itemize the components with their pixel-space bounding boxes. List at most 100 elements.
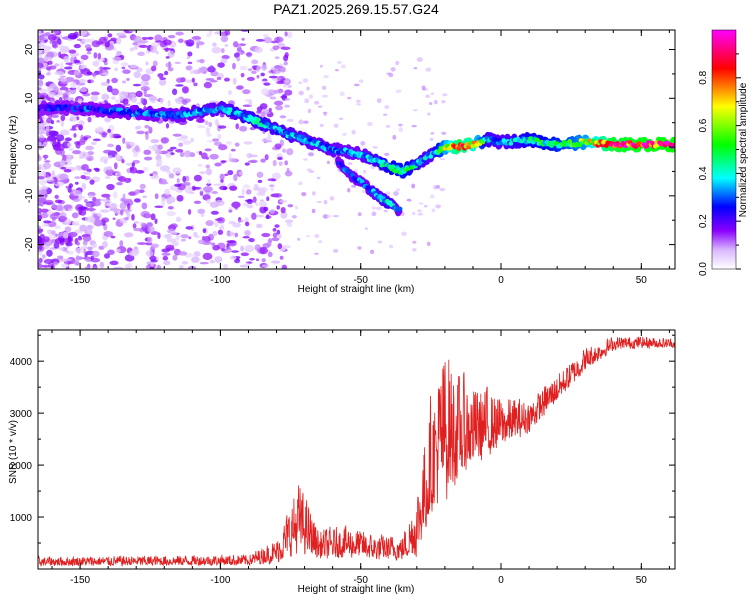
noise-blob [232,62,236,70]
noise-blob [43,236,50,243]
noise-blob [258,201,268,208]
noise-blob [181,99,188,105]
noise-blob [145,61,149,66]
ridge-core [319,141,324,146]
noise-blob [46,229,53,235]
noise-blob [124,232,134,238]
noise-blob [241,37,245,41]
noise-blob [245,98,250,103]
colorbar-tick-label: 0.4 [698,166,709,180]
noise-blob [364,227,368,230]
noise-blob [38,250,43,256]
noise-blob [96,198,101,202]
noise-blob [88,194,94,199]
noise-blob [92,60,100,67]
noise-blob [116,50,122,56]
noise-blob [372,146,378,149]
noise-blob [273,193,283,198]
noise-blob [249,257,255,261]
noise-blob [274,56,280,60]
noise-blob [285,219,294,224]
noise-blob [244,230,251,237]
noise-blob [412,211,416,216]
noise-blob [398,123,403,127]
noise-blob [439,157,446,161]
noise-blob [162,255,169,261]
noise-blob [71,212,79,219]
noise-blob [163,70,169,76]
noise-blob [169,231,178,236]
noise-blob [85,202,92,208]
noise-blob [375,206,382,211]
noise-blob [80,245,88,250]
noise-blob [179,151,185,158]
noise-blob [154,193,159,200]
noise-blob [326,160,330,165]
noise-blob [273,100,284,106]
noise-blob [122,98,129,105]
noise-blob [322,214,329,219]
noise-blob [92,213,98,218]
noise-blob [221,54,230,60]
noise-blob [213,141,223,146]
noise-blob [284,170,293,177]
noise-blob [141,202,148,210]
noise-blob [235,257,240,261]
noise-blob [73,260,79,266]
noise-blob [395,188,401,192]
noise-blob [316,176,321,180]
noise-blob [43,62,48,68]
noise-blob [190,137,194,143]
noise-blob [326,214,332,218]
noise-blob [147,36,154,40]
noise-blob [188,236,192,240]
noise-blob [311,208,316,214]
noise-blob [160,137,170,144]
noise-blob [59,97,63,102]
noise-blob [112,191,118,199]
noise-blob [206,183,212,186]
noise-blob [45,32,51,36]
noise-blob [41,224,50,227]
noise-blob [316,200,322,204]
noise-blob [64,137,72,142]
noise-blob [114,135,122,139]
noise-blob [209,65,214,70]
noise-blob [423,204,428,208]
noise-blob [143,156,153,161]
noise-blob [205,168,213,176]
ridge-core [650,140,655,146]
noise-blob [91,242,98,249]
noise-blob [207,178,211,185]
noise-blob [81,183,87,190]
noise-blob [302,78,309,83]
noise-blob [203,186,213,193]
noise-blob [110,235,116,239]
noise-blob [234,52,240,58]
snr-x-label: Height of straight line (km) [298,584,415,595]
noise-blob [260,158,266,163]
noise-blob [307,108,312,114]
noise-blob [156,264,162,269]
noise-blob [237,195,245,199]
noise-blob [120,91,129,96]
noise-blob [244,262,250,269]
noise-blob [132,223,137,229]
noise-blob [38,128,45,135]
noise-blob [183,181,191,186]
noise-blob [42,143,47,148]
noise-blob [333,123,339,128]
noise-blob [228,220,236,225]
noise-blob [162,39,172,46]
noise-blob [268,107,272,113]
noise-blob [428,102,433,105]
branch-core [359,179,365,184]
noise-blob [261,264,269,268]
noise-blob [255,214,265,218]
noise-blob [76,85,80,91]
noise-blob [54,194,59,200]
noise-blob [220,35,229,43]
noise-blob [121,66,126,70]
noise-blob [204,148,212,152]
noise-blob [171,88,178,96]
